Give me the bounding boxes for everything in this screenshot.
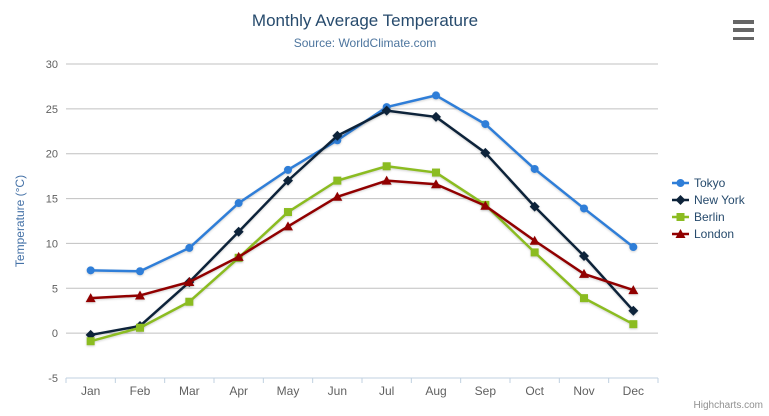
point-london-aug[interactable] — [431, 179, 441, 189]
x-axis-label: Nov — [573, 384, 594, 398]
point-london-dec[interactable] — [628, 285, 639, 295]
point-berlin-jan[interactable] — [86, 337, 95, 346]
series-line-london — [89, 179, 635, 300]
y-axis-label: 20 — [46, 149, 58, 161]
point-berlin-feb[interactable] — [136, 323, 144, 332]
credits-link[interactable]: Highcharts.com — [693, 400, 763, 411]
x-axis-label: Jun — [328, 384, 347, 398]
x-axis-label: Oct — [525, 384, 544, 398]
y-axis-title: Temperature (°C) — [13, 175, 27, 267]
point-london-apr[interactable] — [233, 251, 244, 261]
point-berlin-nov[interactable] — [580, 294, 588, 303]
y-axis-label: 5 — [52, 283, 58, 295]
y-axis-label: -5 — [48, 373, 58, 385]
point-london-nov[interactable] — [579, 268, 589, 278]
point-new-york-jul[interactable] — [381, 105, 392, 116]
legend-label: Tokyo — [694, 175, 726, 190]
chart-title: Monthly Average Temperature — [251, 11, 479, 30]
legend-item-new-york[interactable]: New York — [672, 191, 745, 208]
y-axis-label: 25 — [46, 104, 58, 116]
point-london-sep[interactable] — [480, 200, 491, 210]
gridlines — [66, 63, 658, 379]
menu-bar — [733, 28, 754, 32]
legend-label: New York — [694, 192, 745, 207]
legend-item-tokyo[interactable]: Tokyo — [672, 174, 745, 191]
point-tokyo-may[interactable] — [284, 165, 292, 174]
legend-marker-new-york — [675, 194, 686, 205]
point-new-york-aug[interactable] — [431, 111, 441, 122]
point-tokyo-apr[interactable] — [234, 199, 243, 208]
point-tokyo-mar[interactable] — [185, 243, 194, 252]
x-axis-label: Mar — [179, 384, 200, 398]
point-new-york-dec[interactable] — [628, 305, 639, 316]
point-berlin-may[interactable] — [284, 208, 292, 217]
point-berlin-jun[interactable] — [333, 176, 342, 185]
y-axis-label: 10 — [46, 238, 58, 250]
point-new-york-nov[interactable] — [579, 250, 589, 261]
point-tokyo-nov[interactable] — [580, 204, 588, 213]
series-line-tokyo — [89, 94, 635, 273]
legend-marker-london — [675, 228, 686, 238]
menu-bar — [733, 36, 754, 40]
legend-marker-tokyo — [676, 178, 685, 187]
series-line-new-york — [89, 109, 635, 337]
chart-subtitle: Source: WorldClimate.com — [293, 36, 437, 50]
legend-marker-berlin — [676, 212, 685, 221]
menu-bar — [733, 20, 754, 24]
x-axis-labels: Jan Feb Mar Apr May Jun Jul Aug Sep Oct Nov Dec — [81, 384, 644, 398]
point-berlin-dec[interactable] — [629, 320, 638, 329]
legend-symbol-diamond-icon — [672, 194, 689, 205]
series-tokyo — [86, 91, 638, 276]
series-line-berlin — [89, 165, 635, 343]
y-axis-labels: -5 0 5 10 15 20 25 30 — [46, 59, 58, 385]
point-berlin-aug[interactable] — [432, 168, 440, 177]
point-london-oct[interactable] — [529, 235, 540, 245]
point-tokyo-aug[interactable] — [432, 91, 440, 100]
series-london — [85, 175, 639, 303]
point-tokyo-oct[interactable] — [530, 164, 539, 173]
legend-item-berlin[interactable]: Berlin — [672, 208, 745, 225]
y-axis-label: 0 — [52, 328, 58, 340]
point-new-york-jun[interactable] — [332, 130, 343, 141]
x-axis-label: Apr — [229, 384, 248, 398]
point-tokyo-jan[interactable] — [86, 266, 95, 275]
x-axis-ticks — [65, 378, 659, 383]
point-new-york-apr[interactable] — [233, 226, 244, 237]
x-axis-label: Jul — [379, 384, 394, 398]
legend-label: Berlin — [694, 209, 725, 224]
point-new-york-sep[interactable] — [480, 147, 491, 158]
legend-symbol-circle-icon — [672, 178, 689, 187]
point-tokyo-feb[interactable] — [136, 267, 144, 276]
point-tokyo-dec[interactable] — [629, 243, 638, 252]
legend-label: London — [694, 226, 735, 241]
legend-item-london[interactable]: London — [672, 225, 745, 242]
y-axis-label: 15 — [46, 194, 58, 206]
point-london-jul[interactable] — [381, 175, 392, 185]
point-london-may[interactable] — [283, 221, 293, 231]
legend: Tokyo New York Berlin London — [672, 174, 745, 242]
point-berlin-jul[interactable] — [382, 162, 391, 171]
y-axis-label: 30 — [46, 59, 58, 71]
x-axis-label: Aug — [425, 384, 446, 398]
point-london-jun[interactable] — [332, 191, 343, 201]
x-axis-label: Sep — [475, 384, 497, 398]
legend-symbol-square-icon — [672, 212, 689, 221]
point-london-mar[interactable] — [184, 277, 195, 287]
legend-symbol-triangle-icon — [672, 228, 689, 238]
x-axis-label: May — [277, 384, 300, 398]
hamburger-menu-icon[interactable] — [733, 20, 754, 40]
point-berlin-mar[interactable] — [185, 297, 194, 306]
point-london-jan[interactable] — [85, 293, 96, 303]
x-axis-label: Feb — [130, 384, 151, 398]
point-berlin-oct[interactable] — [530, 248, 539, 257]
point-tokyo-sep[interactable] — [481, 120, 490, 129]
point-new-york-oct[interactable] — [529, 201, 540, 212]
series-new-york — [85, 105, 639, 340]
point-london-feb[interactable] — [135, 290, 145, 300]
x-axis-label: Jan — [81, 384, 100, 398]
point-new-york-may[interactable] — [283, 175, 293, 186]
x-axis-label: Dec — [623, 384, 644, 398]
